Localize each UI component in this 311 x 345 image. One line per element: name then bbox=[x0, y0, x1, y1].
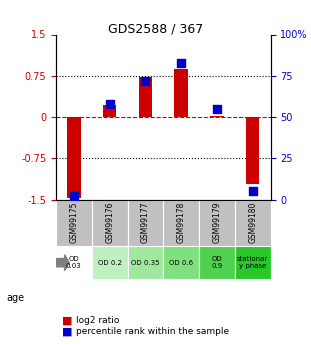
Bar bbox=[67, 117, 81, 198]
Bar bbox=[174, 69, 188, 117]
Bar bbox=[163, 246, 199, 279]
Point bbox=[143, 78, 148, 83]
Text: OD
0.03: OD 0.03 bbox=[66, 256, 82, 269]
Bar bbox=[199, 246, 235, 279]
Text: GSM99176: GSM99176 bbox=[105, 202, 114, 244]
Text: GSM99178: GSM99178 bbox=[177, 202, 186, 244]
Text: percentile rank within the sample: percentile rank within the sample bbox=[76, 327, 229, 336]
Bar bbox=[56, 199, 92, 246]
FancyArrow shape bbox=[57, 255, 69, 271]
Point bbox=[214, 106, 219, 111]
Point bbox=[250, 188, 255, 194]
Text: age: age bbox=[6, 294, 24, 303]
Text: OD 0.35: OD 0.35 bbox=[131, 260, 160, 266]
Bar bbox=[139, 77, 152, 117]
Text: OD
0.9: OD 0.9 bbox=[211, 256, 223, 269]
Text: OD 0.2: OD 0.2 bbox=[98, 260, 122, 266]
Text: GSM99175: GSM99175 bbox=[69, 202, 78, 244]
Bar bbox=[246, 117, 259, 184]
Bar bbox=[92, 199, 128, 246]
Text: ■: ■ bbox=[62, 327, 73, 337]
Text: OD 0.6: OD 0.6 bbox=[169, 260, 193, 266]
Bar bbox=[92, 246, 128, 279]
Text: GSM99179: GSM99179 bbox=[212, 202, 221, 244]
Bar bbox=[210, 116, 224, 117]
Bar bbox=[163, 199, 199, 246]
Text: GDS2588 / 367: GDS2588 / 367 bbox=[108, 22, 203, 36]
Bar bbox=[128, 246, 163, 279]
Point bbox=[107, 101, 112, 107]
Text: stationar
y phase: stationar y phase bbox=[237, 256, 268, 269]
Text: GSM99177: GSM99177 bbox=[141, 202, 150, 244]
Bar bbox=[56, 246, 92, 279]
Bar bbox=[235, 246, 271, 279]
Text: log2 ratio: log2 ratio bbox=[76, 316, 119, 325]
Bar bbox=[103, 106, 116, 117]
Point bbox=[71, 194, 76, 199]
Bar bbox=[128, 199, 163, 246]
Point bbox=[179, 60, 183, 65]
Text: ■: ■ bbox=[62, 315, 73, 325]
Bar bbox=[235, 199, 271, 246]
Text: GSM99180: GSM99180 bbox=[248, 202, 257, 244]
Bar bbox=[199, 199, 235, 246]
